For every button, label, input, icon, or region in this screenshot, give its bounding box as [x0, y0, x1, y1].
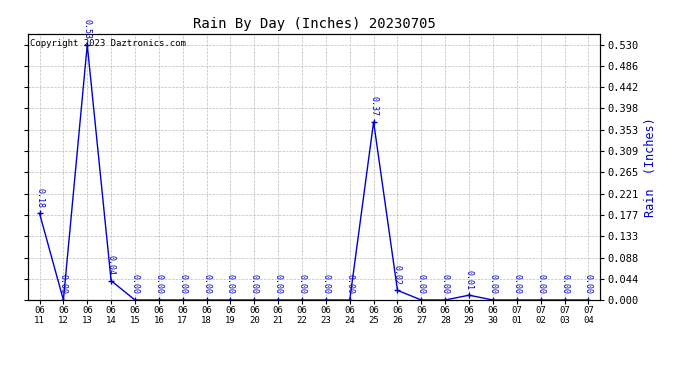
Text: 0.00: 0.00	[417, 274, 426, 294]
Text: 0.37: 0.37	[369, 96, 378, 116]
Text: 0.00: 0.00	[59, 274, 68, 294]
Text: 0.00: 0.00	[345, 274, 354, 294]
Title: Rain By Day (Inches) 20230705: Rain By Day (Inches) 20230705	[193, 17, 435, 31]
Text: 0.00: 0.00	[441, 274, 450, 294]
Y-axis label: Rain  (Inches): Rain (Inches)	[644, 117, 657, 217]
Text: 0.00: 0.00	[322, 274, 331, 294]
Text: 0.00: 0.00	[297, 274, 306, 294]
Text: 0.00: 0.00	[250, 274, 259, 294]
Text: 0.04: 0.04	[107, 255, 116, 275]
Text: 0.00: 0.00	[560, 274, 569, 294]
Text: 0.00: 0.00	[226, 274, 235, 294]
Text: 0.01: 0.01	[464, 270, 473, 290]
Text: 0.00: 0.00	[155, 274, 164, 294]
Text: 0.02: 0.02	[393, 265, 402, 285]
Text: 0.00: 0.00	[202, 274, 211, 294]
Text: 0.18: 0.18	[35, 188, 44, 208]
Text: 0.53: 0.53	[83, 19, 92, 39]
Text: 0.00: 0.00	[489, 274, 497, 294]
Text: 0.00: 0.00	[130, 274, 139, 294]
Text: 0.00: 0.00	[584, 274, 593, 294]
Text: 0.00: 0.00	[274, 274, 283, 294]
Text: 0.00: 0.00	[178, 274, 187, 294]
Text: Copyright 2023 Daztronics.com: Copyright 2023 Daztronics.com	[30, 39, 186, 48]
Text: 0.00: 0.00	[512, 274, 521, 294]
Text: 0.00: 0.00	[536, 274, 545, 294]
